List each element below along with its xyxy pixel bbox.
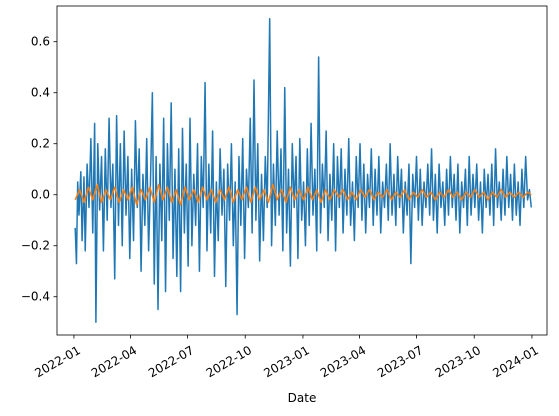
y-tick-label: 0.4	[31, 86, 50, 100]
series-line-1	[74, 18, 533, 323]
y-tick-label: 0.6	[31, 35, 50, 49]
y-tick-label: 0.2	[31, 137, 50, 151]
x-axis-title: Date	[288, 391, 317, 405]
y-axis: 0.6 0.4 0.2 0.0 −0.2 −0.4	[21, 35, 57, 304]
y-tick-label: 0.0	[31, 188, 50, 202]
series-layer	[74, 18, 533, 323]
plot-frame	[56, 5, 548, 336]
y-tick-label: −0.2	[21, 239, 50, 253]
series-line-2	[74, 183, 532, 206]
y-tick-label: −0.4	[21, 290, 50, 304]
